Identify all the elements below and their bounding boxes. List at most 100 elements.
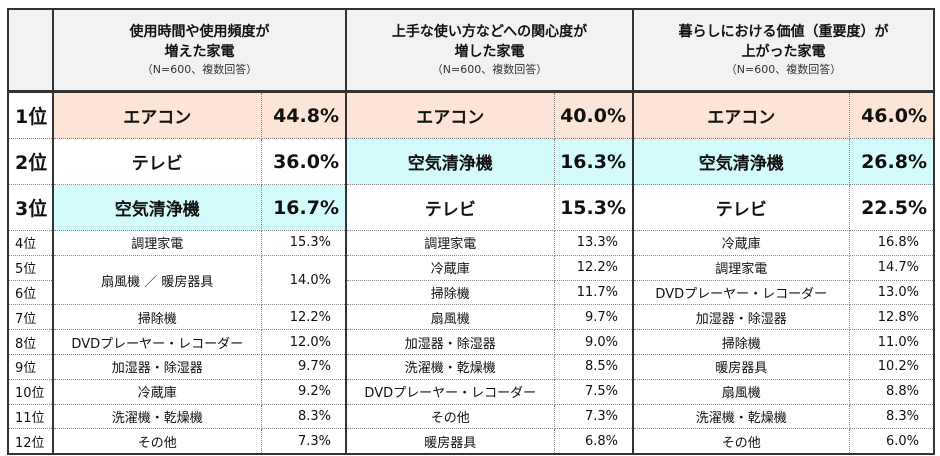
- item-percent: 12.8%: [848, 304, 935, 331]
- table-row: 2位 テレビ 36.0% 空気清浄機 16.3% 空気清浄機 26.8%: [7, 138, 935, 185]
- item-percent: 26.8%: [848, 138, 935, 185]
- item-name: テレビ: [345, 184, 555, 231]
- item-name: 洗濯機・乾燥機: [345, 353, 555, 380]
- table-row: 3位 空気清浄機 16.7% テレビ 15.3% テレビ 22.5%: [7, 184, 935, 231]
- rank-label: 11位: [7, 403, 54, 430]
- item-name: 洗濯機・乾燥機: [632, 403, 850, 430]
- table-row: 11位 洗濯機・乾燥機 8.3% その他 7.3% 洗濯機・乾燥機 8.3%: [7, 403, 935, 430]
- item-name: 掃除機: [345, 279, 555, 306]
- item-percent: 14.7%: [848, 254, 935, 281]
- item-percent: 15.3%: [553, 184, 634, 231]
- group-title-line2: 上がった家電: [741, 44, 826, 60]
- item-name: 扇風機 ／ 暖房器具: [52, 254, 262, 306]
- item-name: テレビ: [52, 138, 262, 185]
- header-corner: [7, 8, 54, 93]
- item-percent: 9.7%: [553, 304, 634, 331]
- group-title-line2: 増した家電: [454, 44, 525, 60]
- group-title-line1: 使用時間や使用頻度が: [129, 24, 270, 40]
- group-header: 暮らしにおける価値（重要度）が 上がった家電 （N=600、複数回答）: [632, 8, 935, 93]
- rank-label: 1位: [7, 91, 54, 139]
- item-percent: 11.7%: [553, 279, 634, 306]
- item-name: 洗濯機・乾燥機: [52, 403, 262, 430]
- table-row: 10位 冷蔵庫 9.2% DVDプレーヤー・レコーダー 7.5% 扇風機 8.8%: [7, 378, 935, 405]
- group-title-line1: 暮らしにおける価値（重要度）が: [678, 24, 889, 40]
- item-name: 空気清浄機: [632, 138, 850, 185]
- item-name: 空気清浄機: [52, 184, 262, 231]
- item-name: エアコン: [52, 91, 262, 139]
- group-note: （N=600、複数回答）: [141, 63, 258, 76]
- table-row: 5位 扇風機 ／ 暖房器具 14.0% 冷蔵庫 12.2% 調理家電 14.7%: [7, 254, 935, 306]
- item-name: エアコン: [345, 91, 555, 139]
- item-percent: 10.2%: [848, 353, 935, 380]
- table-row: 12位 その他 7.3% 暖房器具 6.8% その他 6.0%: [7, 428, 935, 455]
- item-percent: 6.8%: [553, 428, 634, 455]
- item-percent: 14.0%: [260, 254, 347, 306]
- item-percent: 9.7%: [260, 353, 347, 380]
- ranking-table: 使用時間や使用頻度が 増えた家電 （N=600、複数回答） 上手な使い方などへの関心度…: [7, 8, 935, 456]
- item-percent: 7.5%: [553, 378, 634, 405]
- rank-label: 10位: [7, 378, 54, 405]
- table-row: 9位 加湿器・除湿器 9.7% 洗濯機・乾燥機 8.5% 暖房器具 10.2%: [7, 353, 935, 380]
- item-percent: 6.0%: [848, 428, 935, 455]
- rank-label: 6位: [7, 279, 54, 306]
- item-name: DVDプレーヤー・レコーダー: [345, 378, 555, 405]
- item-name: その他: [632, 428, 850, 455]
- item-percent: 13.0%: [848, 279, 935, 306]
- item-percent: 12.2%: [260, 304, 347, 331]
- table-row: 1位 エアコン 44.8% エアコン 40.0% エアコン 46.0%: [7, 91, 935, 139]
- item-name: その他: [345, 403, 555, 430]
- item-percent: 9.2%: [260, 378, 347, 405]
- item-name: 空気清浄機: [345, 138, 555, 185]
- item-name: 掃除機: [632, 329, 850, 355]
- item-percent: 8.3%: [260, 403, 347, 430]
- item-percent: 11.0%: [848, 329, 935, 355]
- table-row: 8位 DVDプレーヤー・レコーダー 12.0% 加湿器・除湿器 9.0% 掃除機 11.0%: [7, 329, 935, 355]
- rank-label: 12位: [7, 428, 54, 455]
- item-name: 扇風機: [345, 304, 555, 331]
- item-percent: 12.2%: [553, 254, 634, 281]
- item-percent: 22.5%: [848, 184, 935, 231]
- item-percent: 36.0%: [260, 138, 347, 185]
- item-name: DVDプレーヤー・レコーダー: [632, 279, 850, 306]
- item-percent: 16.8%: [848, 230, 935, 256]
- group-header: 使用時間や使用頻度が 増えた家電 （N=600、複数回答）: [52, 8, 347, 93]
- item-name: 冷蔵庫: [52, 378, 262, 405]
- rank-label: 2位: [7, 138, 54, 185]
- item-name: エアコン: [632, 91, 850, 139]
- rank-label: 4位: [7, 230, 54, 256]
- rank-label: 3位: [7, 184, 54, 231]
- item-name: 冷蔵庫: [632, 230, 850, 256]
- group-title-line2: 増えた家電: [164, 44, 235, 60]
- group-note: （N=600、複数回答）: [431, 63, 548, 76]
- item-percent: 12.0%: [260, 329, 347, 355]
- rank-label: 5位: [7, 254, 54, 281]
- item-percent: 16.7%: [260, 184, 347, 231]
- item-percent: 13.3%: [553, 230, 634, 256]
- table-row: 6位 掃除機 11.7% DVDプレーヤー・レコーダー 13.0%: [7, 279, 935, 306]
- item-name: DVDプレーヤー・レコーダー: [52, 329, 262, 355]
- rank-label: 7位: [7, 304, 54, 331]
- item-percent: 9.0%: [553, 329, 634, 355]
- item-percent: 8.5%: [553, 353, 634, 380]
- item-percent: 40.0%: [553, 91, 634, 139]
- item-percent: 8.3%: [848, 403, 935, 430]
- rank-label: 9位: [7, 353, 54, 380]
- group-title-line1: 上手な使い方などへの関心度が: [391, 24, 588, 40]
- table-row: 4位 調理家電 15.3% 調理家電 13.3% 冷蔵庫 16.8%: [7, 230, 935, 256]
- item-name: 加湿器・除湿器: [632, 304, 850, 331]
- header-row: 使用時間や使用頻度が 増えた家電 （N=600、複数回答） 上手な使い方などへの関心度…: [7, 8, 935, 93]
- item-percent: 7.3%: [553, 403, 634, 430]
- item-name: 加湿器・除湿器: [345, 329, 555, 355]
- rank-label: 8位: [7, 329, 54, 355]
- group-header: 上手な使い方などへの関心度が 増した家電 （N=600、複数回答）: [345, 8, 634, 93]
- item-percent: 8.8%: [848, 378, 935, 405]
- item-percent: 7.3%: [260, 428, 347, 455]
- item-name: テレビ: [632, 184, 850, 231]
- item-name: 調理家電: [52, 230, 262, 256]
- item-name: 暖房器具: [345, 428, 555, 455]
- item-name: 扇風機: [632, 378, 850, 405]
- item-name: その他: [52, 428, 262, 455]
- item-name: 調理家電: [632, 254, 850, 281]
- item-name: 調理家電: [345, 230, 555, 256]
- item-percent: 16.3%: [553, 138, 634, 185]
